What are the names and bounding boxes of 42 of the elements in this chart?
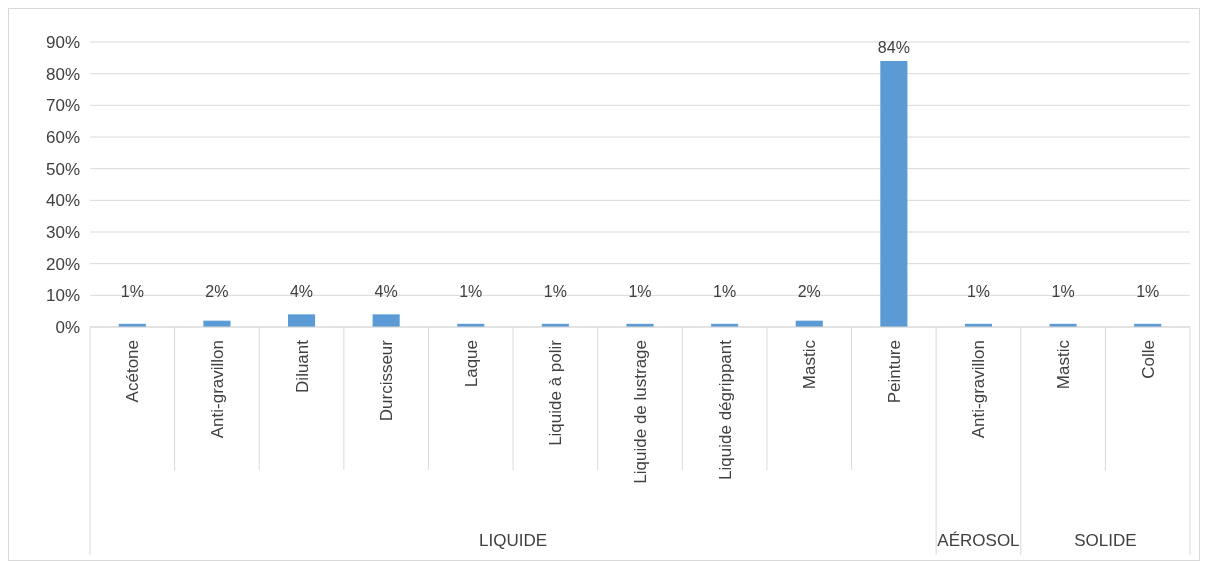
bar	[880, 61, 908, 327]
x-tick-label: Diluant	[292, 339, 312, 393]
data-label: 4%	[289, 282, 314, 300]
data-label: 4%	[374, 282, 398, 300]
x-tick-label: Durcisseur	[377, 339, 397, 422]
x-tick-label: Laque	[461, 340, 481, 388]
data-label: 1%	[1136, 282, 1160, 300]
text: SOLIDE	[1074, 531, 1137, 550]
data-label: 1%	[543, 282, 567, 300]
x-tick-label: Peinture	[884, 340, 904, 404]
data-label: 1%	[459, 282, 483, 300]
y-tick-label: 30%	[45, 222, 80, 242]
data-label: 1%	[713, 282, 737, 300]
y-tick-label: 40%	[45, 191, 80, 211]
data-label: 1%	[1051, 282, 1075, 300]
data-label: 1%	[966, 282, 991, 300]
x-tick-label: Colle	[1138, 340, 1158, 379]
bar	[288, 314, 316, 327]
y-tick-label: 80%	[45, 64, 80, 84]
data-label: 1%	[628, 282, 652, 300]
data-label: 2%	[797, 282, 821, 300]
x-tick-label: Acétone	[123, 340, 143, 403]
y-tick-label: 20%	[45, 254, 80, 274]
text: LIQUIDE	[479, 531, 548, 550]
data-label: 84%	[877, 39, 910, 56]
y-tick-label: 70%	[45, 96, 80, 116]
x-tick-label: Liquide de lustrage	[631, 340, 650, 484]
x-tick-label: Liquide à polir	[546, 339, 566, 446]
data-label: 2%	[205, 282, 229, 300]
y-tick-label: 60%	[45, 127, 80, 147]
x-tick-label: Mastic	[800, 339, 820, 390]
y-tick-label: 50%	[45, 159, 80, 179]
y-tick-label: 0%	[55, 317, 80, 337]
x-tick-label: Liquide dégrippant	[715, 339, 735, 480]
data-label: 1%	[120, 282, 144, 300]
x-tick-label: Mastic	[1054, 339, 1074, 390]
bar	[372, 314, 400, 327]
y-tick-label: 90%	[45, 32, 80, 52]
text: AÉROSOL	[937, 531, 1020, 550]
x-tick-label: Anti-gravillon	[969, 340, 989, 439]
x-tick-label: Anti-gravillon	[207, 340, 227, 439]
y-tick-label: 10%	[45, 286, 80, 306]
